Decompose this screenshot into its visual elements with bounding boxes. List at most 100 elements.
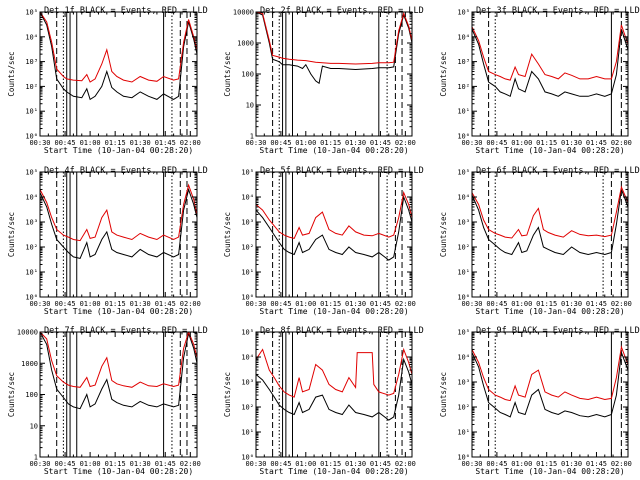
y-tick-label: 10⁵ — [241, 329, 254, 337]
panel-3: 10⁰ 10¹ 10² 10³ 10⁴ 10⁵ 00:30 00:45 01:00 01:15 01… — [439, 6, 640, 155]
lld-series-line — [472, 24, 628, 81]
y-tick-label: 10⁵ — [25, 169, 38, 177]
y-tick-label: 10⁴ — [457, 33, 470, 41]
x-tick-label: 02:00 — [395, 460, 416, 468]
x-tick-label: 01:45 — [586, 460, 607, 468]
y-axis-label: Counts/sec — [439, 372, 448, 417]
x-tick-label: 00:30 — [461, 460, 482, 468]
y-tick-label: 10⁰ — [457, 133, 470, 141]
y-tick-label: 10⁰ — [25, 133, 38, 141]
x-tick-label: 01:15 — [105, 460, 126, 468]
lld-series-line — [256, 347, 412, 398]
x-tick-label: 00:45 — [486, 139, 507, 147]
x-tick-label: 01:30 — [130, 139, 151, 147]
y-tick-label: 10³ — [457, 379, 470, 387]
y-tick-label: 10² — [241, 244, 254, 252]
y-tick-label: 10¹ — [457, 269, 470, 277]
panel-8: 10⁰ 10¹ 10² 10³ 10⁴ 10⁵ 00:30 00:45 01:00 01:15 01… — [223, 326, 424, 476]
x-tick-label: 01:15 — [320, 300, 341, 308]
lld-series-line — [472, 185, 628, 239]
plot-frame — [39, 171, 198, 298]
x-axis-label: Start Time (10-Jan-04 00:28:20) — [44, 146, 193, 155]
y-tick-label: 10⁴ — [25, 33, 38, 41]
x-tick-label: 02:00 — [611, 139, 632, 147]
y-tick-label: 10⁴ — [25, 194, 38, 202]
x-tick-label: 00:45 — [55, 460, 76, 468]
x-tick-label: 01:00 — [295, 300, 316, 308]
plot-area — [256, 332, 412, 457]
x-tick-label: 01:30 — [130, 300, 151, 308]
lld-series-line — [40, 183, 197, 242]
y-tick-label: 10⁵ — [457, 9, 470, 17]
panel-title: Det 3f BLACK = Events, RED = LLD — [476, 6, 640, 16]
y-tick-label: 10⁴ — [457, 354, 470, 362]
y-axis-label: Counts/sec — [223, 212, 232, 257]
panel-title: Det 1f BLACK = Events, RED = LLD — [44, 6, 208, 16]
y-tick-label: 10² — [457, 404, 470, 412]
y-tick-label: 100 — [241, 71, 254, 79]
panel-2: 1 10 100 1000 10000 00:30 00:45 01:00 01:15 01:30… — [223, 6, 424, 155]
events-series-line — [256, 195, 412, 261]
x-tick-label: 01:15 — [536, 460, 557, 468]
panel-7: 1 10 100 1000 10000 00:30 00:45 01:00 01:15 01:30… — [7, 326, 208, 476]
x-tick-label: 02:00 — [395, 139, 416, 147]
x-tick-label: 01:45 — [155, 139, 176, 147]
panel-title: Det 7f BLACK = Events, RED = LLD — [44, 326, 208, 336]
x-tick-label: 01:00 — [511, 460, 532, 468]
x-tick-label: 01:45 — [586, 300, 607, 308]
y-axis-label: Counts/sec — [439, 212, 448, 257]
x-tick-label: 01:45 — [155, 300, 176, 308]
y-tick-label: 10¹ — [241, 429, 254, 437]
y-tick-label: 100 — [25, 391, 38, 399]
x-tick-label: 00:45 — [55, 139, 76, 147]
plot-area — [256, 172, 412, 297]
panel-title: Det 9f BLACK = Events, RED = LLD — [476, 326, 640, 336]
x-tick-label: 01:15 — [320, 460, 341, 468]
events-series-line — [40, 12, 197, 101]
x-tick-label: 00:45 — [486, 300, 507, 308]
x-tick-label: 01:00 — [511, 139, 532, 147]
x-tick-label: 00:30 — [29, 139, 50, 147]
lld-series-line — [40, 12, 197, 83]
x-tick-label: 00:45 — [486, 460, 507, 468]
x-tick-label: 00:45 — [270, 300, 291, 308]
x-tick-label: 00:30 — [29, 460, 50, 468]
events-series-line — [472, 352, 628, 418]
plot-area — [40, 172, 197, 297]
events-series-line — [256, 357, 412, 421]
panel-title: Det 5f BLACK = Events, RED = LLD — [260, 166, 424, 176]
plot-area — [472, 12, 628, 136]
y-tick-label: 1 — [34, 454, 38, 462]
x-tick-label: 00:45 — [55, 300, 76, 308]
plot-frame — [255, 331, 413, 458]
plot-frame — [471, 331, 629, 458]
y-axis-label: Counts/sec — [7, 372, 16, 417]
y-tick-label: 1 — [250, 133, 254, 141]
x-axis-label: Start Time (10-Jan-04 00:28:20) — [475, 307, 624, 316]
x-tick-label: 01:30 — [345, 460, 366, 468]
y-axis-label: Counts/sec — [7, 51, 16, 96]
x-tick-label: 01:45 — [370, 300, 391, 308]
x-tick-label: 02:00 — [611, 300, 632, 308]
y-tick-label: 10² — [25, 244, 38, 252]
x-tick-label: 01:30 — [561, 300, 582, 308]
y-tick-label: 10⁴ — [241, 194, 254, 202]
x-axis-label: Start Time (10-Jan-04 00:28:20) — [44, 467, 193, 476]
x-tick-label: 01:15 — [105, 300, 126, 308]
x-tick-label: 00:30 — [461, 139, 482, 147]
y-tick-label: 10³ — [25, 219, 38, 227]
x-axis-label: Start Time (10-Jan-04 00:28:20) — [475, 146, 624, 155]
plot-frame — [255, 171, 413, 298]
x-tick-label: 00:30 — [245, 460, 266, 468]
y-tick-label: 10² — [457, 244, 470, 252]
y-tick-label: 10³ — [457, 219, 470, 227]
panel-title: Det 4f BLACK = Events, RED = LLD — [44, 166, 208, 176]
events-series-line — [256, 12, 412, 85]
x-tick-label: 00:30 — [461, 300, 482, 308]
y-tick-label: 10¹ — [25, 108, 38, 116]
y-tick-label: 10⁵ — [457, 329, 470, 337]
y-tick-label: 10⁵ — [241, 169, 254, 177]
x-axis-label: Start Time (10-Jan-04 00:28:20) — [259, 307, 408, 316]
plot-area — [472, 332, 628, 457]
